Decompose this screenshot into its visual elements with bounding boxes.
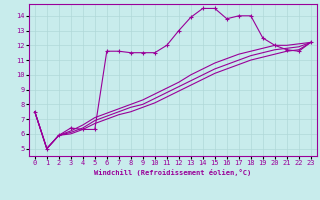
X-axis label: Windchill (Refroidissement éolien,°C): Windchill (Refroidissement éolien,°C) xyxy=(94,169,252,176)
